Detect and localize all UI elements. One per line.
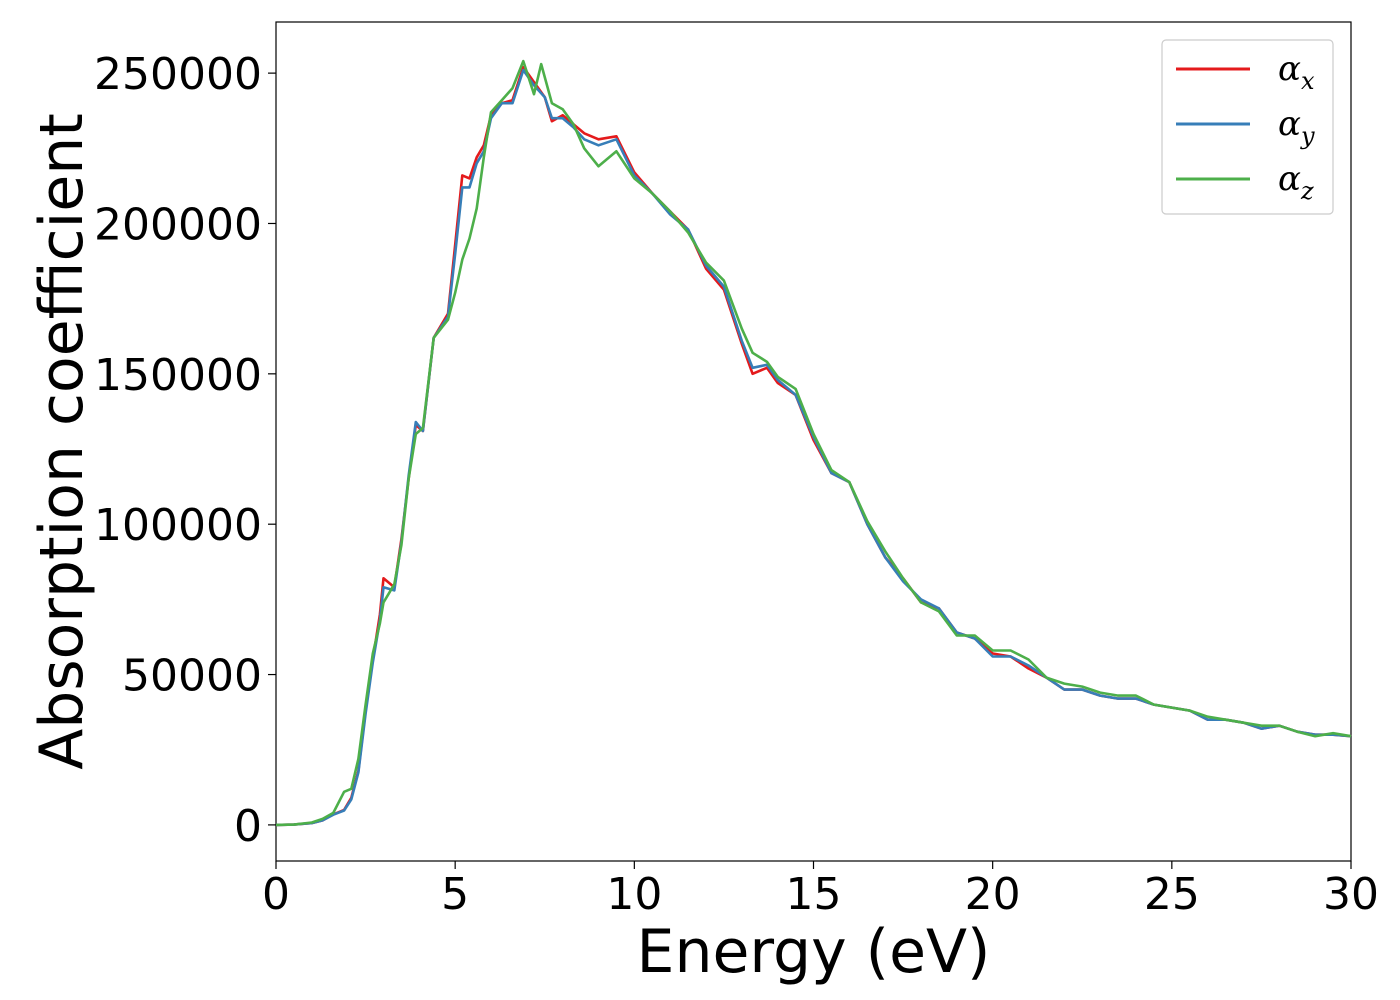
y-tick-label: 150000 [94, 350, 262, 401]
legend-box [1161, 39, 1334, 215]
legend-subscript: x [1301, 67, 1315, 95]
y-axis-title: Absorption coefficient [27, 113, 97, 770]
x-axis-title: Energy (eV) [637, 917, 991, 987]
y-tick-label: 200000 [94, 199, 262, 250]
y-tick-label: 50000 [122, 651, 262, 702]
legend-label-alpha-z: αz [1278, 159, 1314, 205]
legend-symbol: α [1278, 49, 1301, 89]
x-tick-label: 0 [262, 869, 290, 920]
y-tick-label: 250000 [94, 49, 262, 100]
series-line-alpha-z [275, 59, 1352, 827]
x-tick-label: 20 [965, 869, 1021, 920]
legend-subscript: y [1300, 122, 1315, 150]
legend-subscript: z [1300, 177, 1314, 205]
legend-label-alpha-y: αy [1278, 104, 1315, 150]
x-tick-label: 15 [786, 869, 842, 920]
legend-label-alpha-x: αx [1278, 49, 1315, 95]
x-axis: 0 5 10 15 20 25 30 [262, 861, 1379, 920]
legend-symbol: α [1278, 159, 1301, 199]
x-tick-label: 30 [1323, 869, 1379, 920]
series-layer [275, 59, 1352, 827]
y-tick-label: 0 [234, 801, 262, 852]
x-tick-label: 10 [606, 869, 662, 920]
x-tick-label: 25 [1144, 869, 1200, 920]
x-tick-label: 5 [441, 869, 469, 920]
y-tick-label: 100000 [94, 500, 262, 551]
legend-symbol: α [1278, 104, 1301, 144]
y-axis: 0 50000 100000 150000 200000 250000 [94, 49, 276, 852]
